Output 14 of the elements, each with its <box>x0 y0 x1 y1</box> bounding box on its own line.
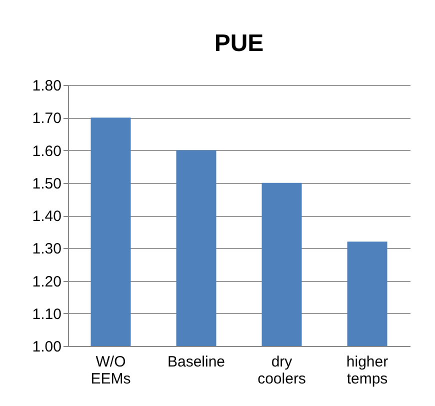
y-tick-label: 1.60 <box>32 142 62 160</box>
x-tick-label: dry coolers <box>258 354 306 388</box>
x-tick-label: Baseline <box>167 354 226 370</box>
y-tick-label: 1.40 <box>32 208 62 225</box>
y-tick-label: 1.30 <box>32 240 62 258</box>
y-tick-label: 1.20 <box>32 273 62 290</box>
y-tick-label: 1.70 <box>32 110 62 128</box>
y-tick-label: 1.10 <box>32 306 62 323</box>
x-tick-label: higher temps <box>346 354 388 388</box>
y-tick-label: 1.50 <box>32 175 62 192</box>
chart-title: PUE <box>214 30 264 57</box>
y-tick-label: 1.00 <box>32 338 62 356</box>
x-tick-label: W/O EEMs <box>90 354 131 388</box>
y-tick-label: 1.80 <box>32 78 62 94</box>
